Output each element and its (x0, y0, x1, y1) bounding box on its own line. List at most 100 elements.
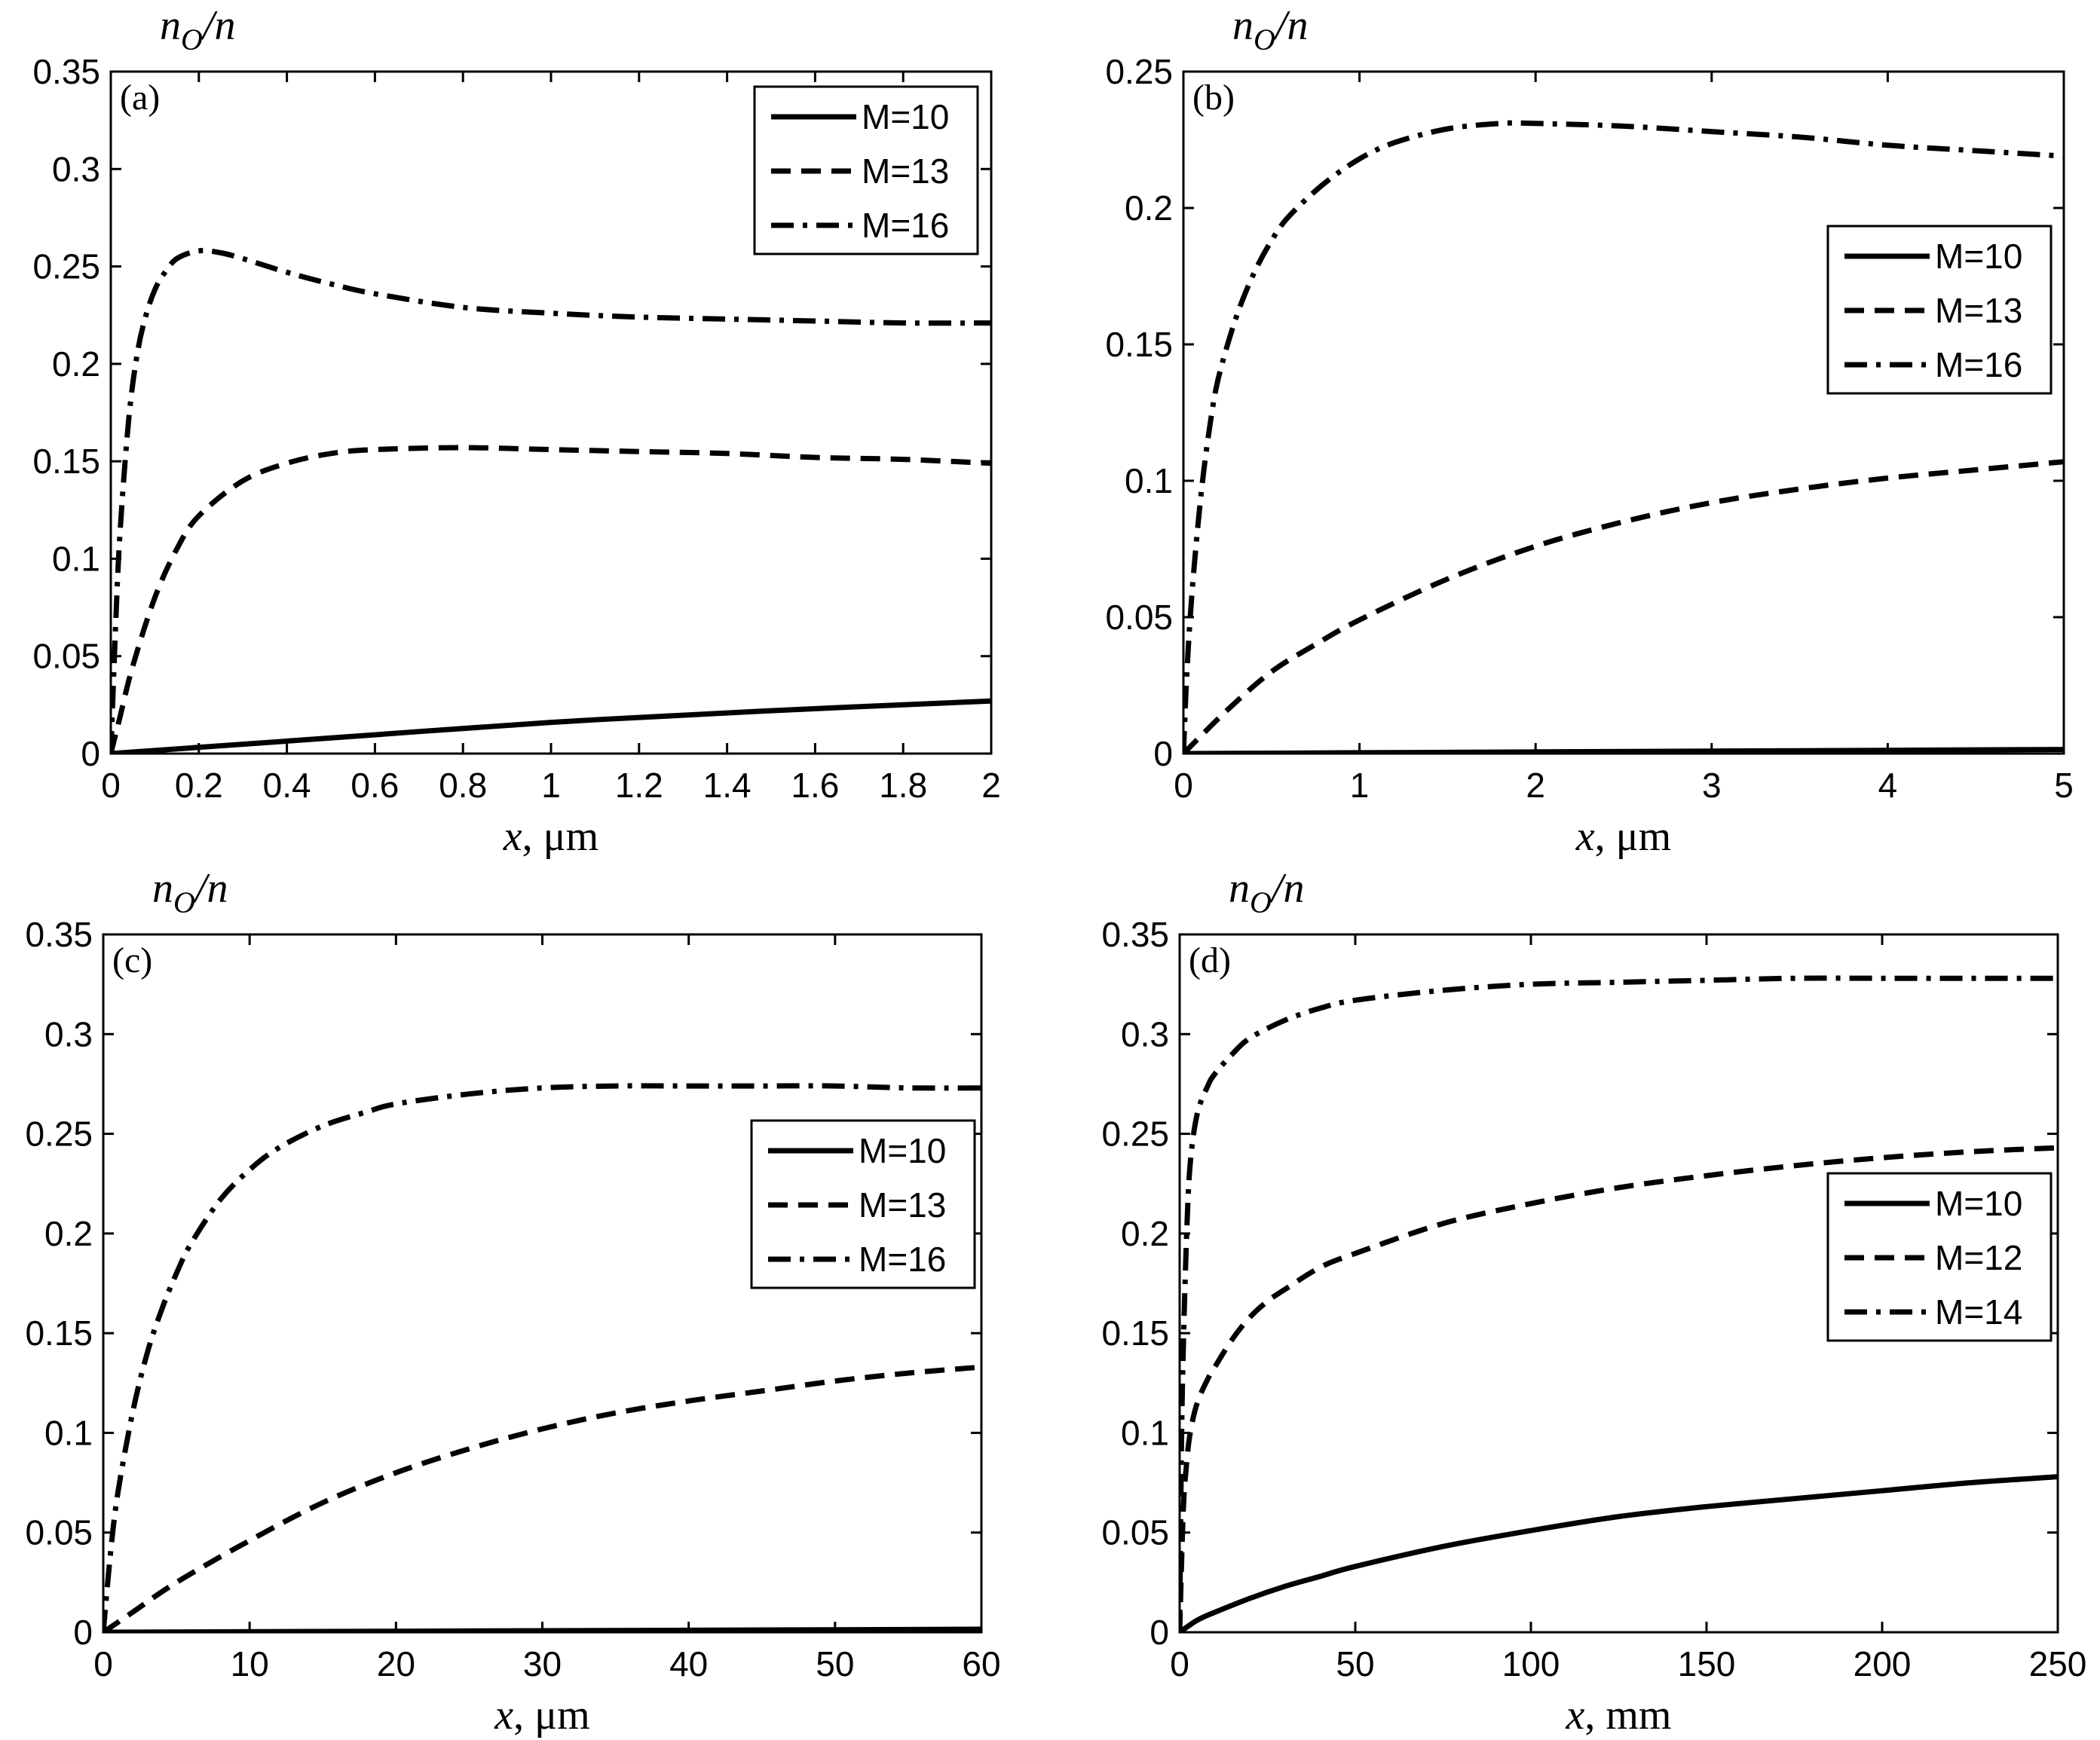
y-tick-label-b: 0 (1153, 734, 1173, 773)
x-tick-label-c: 30 (523, 1644, 562, 1683)
y-axis-label-a: nO/n (160, 2, 235, 57)
x-tick-label-b: 3 (1702, 766, 1722, 805)
x-tick-label-b: 2 (1526, 766, 1545, 805)
legend-label-c-3: M=16 (859, 1240, 946, 1279)
panel-c: nO/n 0 10 20 30 40 50 60 0 0.05 0.1 0.15 0.2 0.25 0.3… (25, 865, 1000, 1738)
x-tick-label-b: 0 (1174, 766, 1193, 805)
x-tick-label-a: 2 (981, 766, 1001, 805)
y-tick-label-b: 0.25 (1105, 52, 1173, 91)
x-tick-label-a: 0.6 (351, 766, 399, 805)
panel-label-a: (a) (120, 78, 160, 118)
y-tick-label-c: 0.3 (44, 1014, 93, 1053)
series-line-d-m12 (1180, 1145, 2058, 1632)
panel-label-d: (d) (1189, 940, 1231, 980)
x-tick-label-d: 100 (1502, 1644, 1560, 1683)
x-tick-label-d: 150 (1678, 1644, 1736, 1683)
series-line-d-m10 (1180, 1474, 2058, 1632)
x-axis-label-a: x, μm (503, 813, 598, 860)
y-tick-label-a: 0.3 (52, 149, 100, 188)
legend-d: M=10 M=12 M=14 (1826, 1172, 2053, 1342)
y-tick-label-a: 0.35 (32, 52, 100, 91)
y-tick-label-b: 0.1 (1125, 461, 1173, 500)
y-tick-label-d: 0 (1149, 1613, 1169, 1652)
legend-c: M=10 M=13 M=16 (750, 1119, 976, 1289)
legend-label-d-1: M=10 (1935, 1184, 2022, 1223)
x-tick-label-a: 0.2 (175, 766, 223, 805)
legend-label-b-2: M=13 (1935, 291, 2022, 330)
x-tick-label-a: 0.4 (263, 766, 311, 805)
series-line-c-m10 (103, 1626, 981, 1632)
y-tick-label-b: 0.15 (1105, 325, 1173, 364)
plot-frame-b (1182, 70, 2065, 755)
x-tick-label-c: 40 (669, 1644, 708, 1683)
y-tick-label-c: 0.25 (25, 1115, 93, 1154)
y-tick-label-c: 0.15 (25, 1313, 93, 1353)
x-tick-label-d: 200 (1854, 1644, 1912, 1683)
x-tick-label-b: 5 (2054, 766, 2074, 805)
panel-a: nO/n 0 0.2 0.4 0.6 0.8 1 1.2 1.4 1.6 1.8 2 0 0.05 0.1… (32, 2, 1000, 860)
x-tick-label-d: 0 (1170, 1644, 1189, 1683)
y-tick-label-c: 0.05 (25, 1513, 93, 1552)
y-axis-label-b: nO/n (1232, 2, 1308, 57)
y-tick-label-d: 0.25 (1101, 1115, 1169, 1154)
y-tick-label-b: 0.05 (1105, 598, 1173, 637)
legend-label-c-2: M=13 (859, 1185, 946, 1225)
y-tick-label-a: 0 (81, 734, 100, 773)
legend-a: M=10 M=13 M=16 (753, 85, 979, 255)
x-tick-label-a: 0.8 (439, 766, 487, 805)
x-tick-label-c: 60 (962, 1644, 1000, 1683)
series-line-a-m10 (111, 698, 991, 754)
panel-label-b: (b) (1192, 78, 1235, 118)
y-tick-label-d: 0.1 (1121, 1413, 1169, 1452)
y-tick-label-c: 0.35 (25, 915, 93, 954)
y-tick-label-d: 0.2 (1121, 1214, 1169, 1253)
series-line-b-m10 (1183, 747, 2064, 754)
x-tick-label-a: 1.8 (879, 766, 927, 805)
y-tick-label-d: 0.15 (1101, 1313, 1169, 1353)
y-tick-label-a: 0.05 (32, 637, 100, 676)
y-tick-label-d: 0.35 (1101, 915, 1169, 954)
x-tick-label-a: 1 (541, 766, 561, 805)
x-tick-label-d: 250 (2029, 1644, 2087, 1683)
x-tick-label-a: 1.2 (615, 766, 663, 805)
y-tick-label-d: 0.05 (1101, 1513, 1169, 1552)
y-tick-label-a: 0.15 (32, 442, 100, 481)
legend-label-b-3: M=16 (1935, 345, 2022, 384)
y-axis-label-c: nO/n (152, 865, 228, 919)
legend-label-d-2: M=12 (1935, 1238, 2022, 1277)
x-tick-label-b: 4 (1878, 766, 1898, 805)
panel-label-c: (c) (112, 940, 152, 980)
series-line-b-m13 (1183, 459, 2064, 754)
y-tick-label-a: 0.1 (52, 539, 100, 578)
y-tick-label-a: 0.2 (52, 344, 100, 384)
x-axis-label-b: x, μm (1575, 813, 1671, 860)
series-line-c-m16 (103, 1083, 981, 1632)
x-axis-label-c: x, μm (494, 1692, 589, 1738)
x-tick-label-a: 1.4 (703, 766, 752, 805)
y-tick-label-b: 0.2 (1125, 188, 1173, 228)
y-tick-label-c: 0 (73, 1613, 93, 1652)
series-line-d-m14 (1180, 975, 2058, 1632)
series-line-a-m13 (111, 445, 991, 754)
x-tick-label-b: 1 (1350, 766, 1370, 805)
legend-label-a-1: M=10 (862, 97, 949, 136)
x-tick-label-a: 0 (101, 766, 121, 805)
y-tick-label-c: 0.2 (44, 1214, 93, 1253)
x-tick-label-c: 20 (377, 1644, 415, 1683)
y-tick-label-c: 0.1 (44, 1413, 93, 1452)
legend-b: M=10 M=13 M=16 (1826, 225, 2053, 395)
legend-label-a-3: M=16 (862, 206, 949, 245)
series-line-a-m16 (111, 248, 991, 754)
legend-label-c-1: M=10 (859, 1131, 946, 1170)
y-tick-label-a: 0.25 (32, 247, 100, 286)
x-tick-label-a: 1.6 (791, 766, 839, 805)
legend-label-d-3: M=14 (1935, 1292, 2022, 1332)
legend-label-a-2: M=13 (862, 151, 949, 191)
series-line-b-m16 (1183, 120, 2064, 754)
x-tick-label-c: 0 (93, 1644, 113, 1683)
x-axis-label-d: x, mm (1566, 1692, 1672, 1738)
x-tick-label-c: 50 (816, 1644, 854, 1683)
x-tick-label-d: 50 (1336, 1644, 1374, 1683)
y-tick-label-d: 0.3 (1121, 1014, 1169, 1053)
